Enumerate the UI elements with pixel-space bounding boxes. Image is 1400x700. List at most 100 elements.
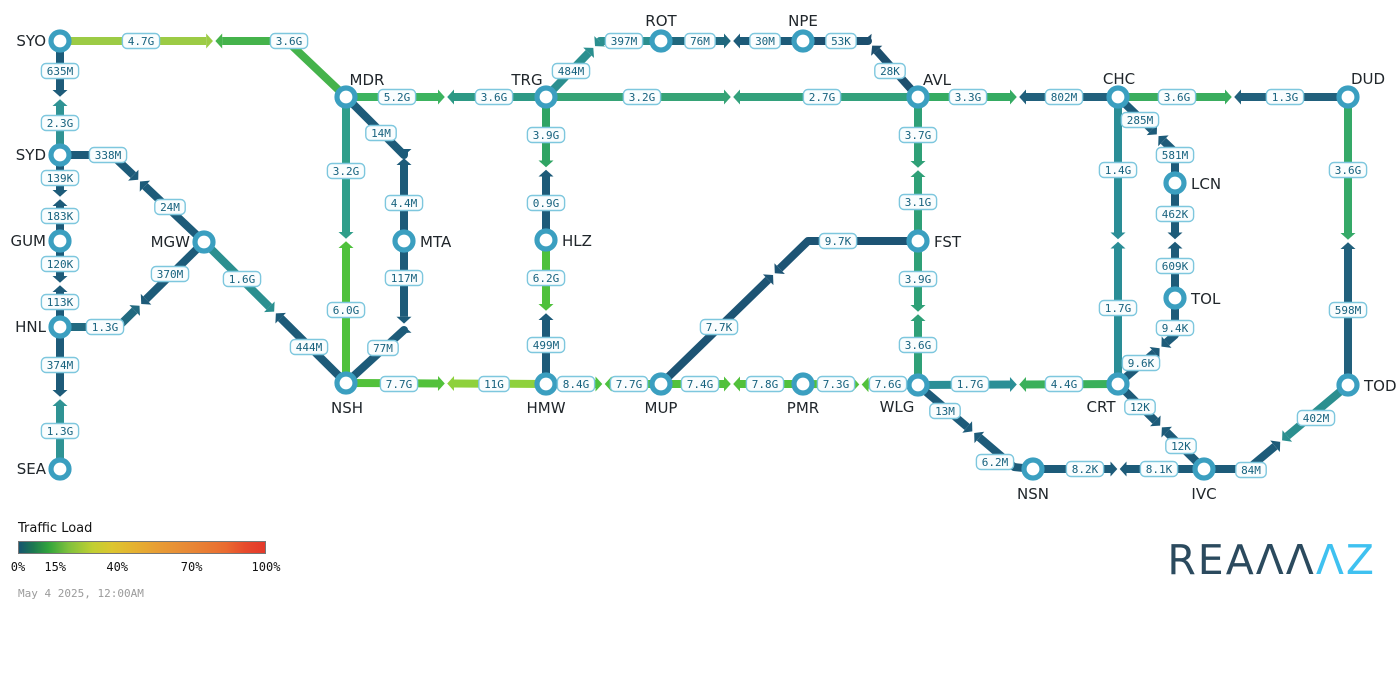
link-label-mta-nsh-b[interactable]: 77M <box>367 339 399 357</box>
link-label-syd-gum-b[interactable]: 183K <box>40 207 80 225</box>
node-NSH[interactable] <box>334 371 358 395</box>
link-label-tol-crt-b[interactable]: 9.6K <box>1121 354 1161 372</box>
link-label-syo-mdr-b[interactable]: 3.6G <box>269 32 309 50</box>
link-label-hnl-sea-b[interactable]: 1.3G <box>40 422 80 440</box>
link-label-mdr-nsh-a[interactable]: 3.2G <box>326 162 366 180</box>
node-CHC[interactable] <box>1106 85 1130 109</box>
link-label-lcn-tol-a[interactable]: 462K <box>1155 205 1195 223</box>
link-label-syo-syd-a[interactable]: 635M <box>40 62 80 80</box>
node-NPE[interactable] <box>791 29 815 53</box>
link-label-dud-tod-b[interactable]: 598M <box>1328 301 1368 319</box>
link-label-crt-ivc-b[interactable]: 12K <box>1165 437 1197 455</box>
link-label-wlg-nsn-a[interactable]: 13M <box>929 402 961 420</box>
node-IVC[interactable] <box>1192 457 1216 481</box>
link-label-avl-chc-a[interactable]: 3.3G <box>948 88 988 106</box>
node-LCN[interactable] <box>1163 171 1187 195</box>
link-label-chc-dud-b[interactable]: 1.3G <box>1265 88 1305 106</box>
link-label-avl-fst-b[interactable]: 3.1G <box>898 193 938 211</box>
link-label-chc-crt-b[interactable]: 1.7G <box>1098 299 1138 317</box>
link-label-mgw-nsh-a[interactable]: 1.6G <box>222 270 262 288</box>
link-label-syd-mgw-b[interactable]: 24M <box>154 198 186 216</box>
link-label-nsh-hmw-a[interactable]: 7.7G <box>379 375 419 393</box>
link-label-mdr-mta-a[interactable]: 14M <box>365 124 397 142</box>
node-TRG[interactable] <box>534 85 558 109</box>
link-label-fst-wlg-a[interactable]: 3.9G <box>898 270 938 288</box>
node-MDR[interactable] <box>334 85 358 109</box>
link-label-pmr-wlg-a[interactable]: 7.3G <box>816 375 856 393</box>
link-label-syo-mdr-a[interactable]: 4.7G <box>121 32 161 50</box>
link-label-wlg-crt-b[interactable]: 4.4G <box>1044 375 1084 393</box>
node-MTA[interactable] <box>392 229 416 253</box>
link-chc-crt-half-b[interactable] <box>1110 241 1126 384</box>
link-label-trg-rot-b[interactable]: 397M <box>604 32 644 50</box>
node-AVL[interactable] <box>906 85 930 109</box>
link-label-trg-hlz-a[interactable]: 3.9G <box>526 126 566 144</box>
link-label-gum-hnl-a[interactable]: 120K <box>40 255 80 273</box>
link-label-chc-dud-a[interactable]: 3.6G <box>1157 88 1197 106</box>
link-label-rot-npe-b[interactable]: 30M <box>749 32 781 50</box>
link-label-avl-chc-b[interactable]: 802M <box>1044 88 1084 106</box>
link-label-chc-crt-a[interactable]: 1.4G <box>1098 161 1138 179</box>
link-label-syd-gum-a[interactable]: 139K <box>40 169 80 187</box>
link-label-npe-avl-a[interactable]: 53K <box>825 32 857 50</box>
link-label-fst-wlg-b[interactable]: 3.6G <box>898 336 938 354</box>
node-SYO[interactable] <box>48 29 72 53</box>
link-label-wlg-nsn-b[interactable]: 6.2M <box>975 453 1015 471</box>
link-label-pmr-wlg-b[interactable]: 7.6G <box>868 375 908 393</box>
link-label-mdr-mta-b[interactable]: 4.4M <box>384 194 424 212</box>
node-HNL[interactable] <box>48 315 72 339</box>
node-GUM[interactable] <box>48 229 72 253</box>
link-label-crt-ivc-a[interactable]: 12K <box>1124 398 1156 416</box>
link-label-hmw-mup-a[interactable]: 8.4G <box>556 375 596 393</box>
link-label-avl-fst-a[interactable]: 3.7G <box>898 126 938 144</box>
node-DUD[interactable] <box>1336 85 1360 109</box>
link-label-mgw-nsh-b[interactable]: 444M <box>289 338 329 356</box>
node-MUP[interactable] <box>649 372 673 396</box>
node-HLZ[interactable] <box>534 228 558 252</box>
link-label-trg-rot-a[interactable]: 484M <box>551 62 591 80</box>
link-label-gum-hnl-b[interactable]: 113K <box>40 293 80 311</box>
link-label-fst-mup-b[interactable]: 7.7K <box>699 318 739 336</box>
node-SEA[interactable] <box>48 457 72 481</box>
link-label-npe-avl-b[interactable]: 28K <box>874 62 906 80</box>
link-npe-avl-half-a[interactable] <box>803 33 872 45</box>
link-label-mup-pmr-a[interactable]: 7.4G <box>680 375 720 393</box>
link-label-hnl-mgw-a[interactable]: 1.3G <box>85 318 125 336</box>
link-label-mdr-trg-a[interactable]: 5.2G <box>377 88 417 106</box>
link-label-nsh-hmw-b[interactable]: 11G <box>478 375 510 393</box>
node-CRT[interactable] <box>1106 372 1130 396</box>
node-MGW[interactable] <box>192 230 216 254</box>
link-label-trg-avl-b[interactable]: 2.7G <box>802 88 842 106</box>
link-fst-mup-half-a[interactable] <box>774 237 918 274</box>
link-label-chc-lcn-b[interactable]: 581M <box>1155 146 1195 164</box>
link-label-nsn-ivc-a[interactable]: 8.2K <box>1065 460 1105 478</box>
link-label-tod-ivc-a[interactable]: 402M <box>1296 409 1336 427</box>
link-label-trg-hlz-b[interactable]: 0.9G <box>526 194 566 212</box>
node-NSN[interactable] <box>1021 457 1045 481</box>
node-HMW[interactable] <box>534 372 558 396</box>
link-label-mdr-trg-b[interactable]: 3.6G <box>474 88 514 106</box>
link-mta-nsh-half-b[interactable] <box>343 325 412 386</box>
link-label-fst-mup-a[interactable]: 9.7K <box>818 232 858 250</box>
link-label-mta-nsh-a[interactable]: 117M <box>384 269 424 287</box>
link-label-syo-syd-b[interactable]: 2.3G <box>40 114 80 132</box>
link-label-nsn-ivc-b[interactable]: 8.1K <box>1139 460 1179 478</box>
link-label-tod-ivc-b[interactable]: 84M <box>1235 461 1267 479</box>
link-label-rot-npe-a[interactable]: 76M <box>684 32 716 50</box>
link-label-hnl-sea-a[interactable]: 374M <box>40 356 80 374</box>
link-label-tol-crt-a[interactable]: 9.4K <box>1155 319 1195 337</box>
link-label-trg-avl-a[interactable]: 3.2G <box>622 88 662 106</box>
link-label-hmw-mup-b[interactable]: 7.7G <box>609 375 649 393</box>
node-TOL[interactable] <box>1163 286 1187 310</box>
link-label-hlz-hmw-a[interactable]: 6.2G <box>526 269 566 287</box>
link-mdr-mta-half-a[interactable] <box>343 94 412 159</box>
node-SYD[interactable] <box>48 143 72 167</box>
link-label-chc-lcn-a[interactable]: 285M <box>1120 111 1160 129</box>
node-TOD[interactable] <box>1336 373 1360 397</box>
link-label-lcn-tol-b[interactable]: 609K <box>1155 257 1195 275</box>
link-label-mdr-nsh-b[interactable]: 6.0G <box>326 301 366 319</box>
node-WLG[interactable] <box>906 373 930 397</box>
link-label-dud-tod-a[interactable]: 3.6G <box>1328 161 1368 179</box>
link-label-mup-pmr-b[interactable]: 7.8G <box>745 375 785 393</box>
node-FST[interactable] <box>906 229 930 253</box>
